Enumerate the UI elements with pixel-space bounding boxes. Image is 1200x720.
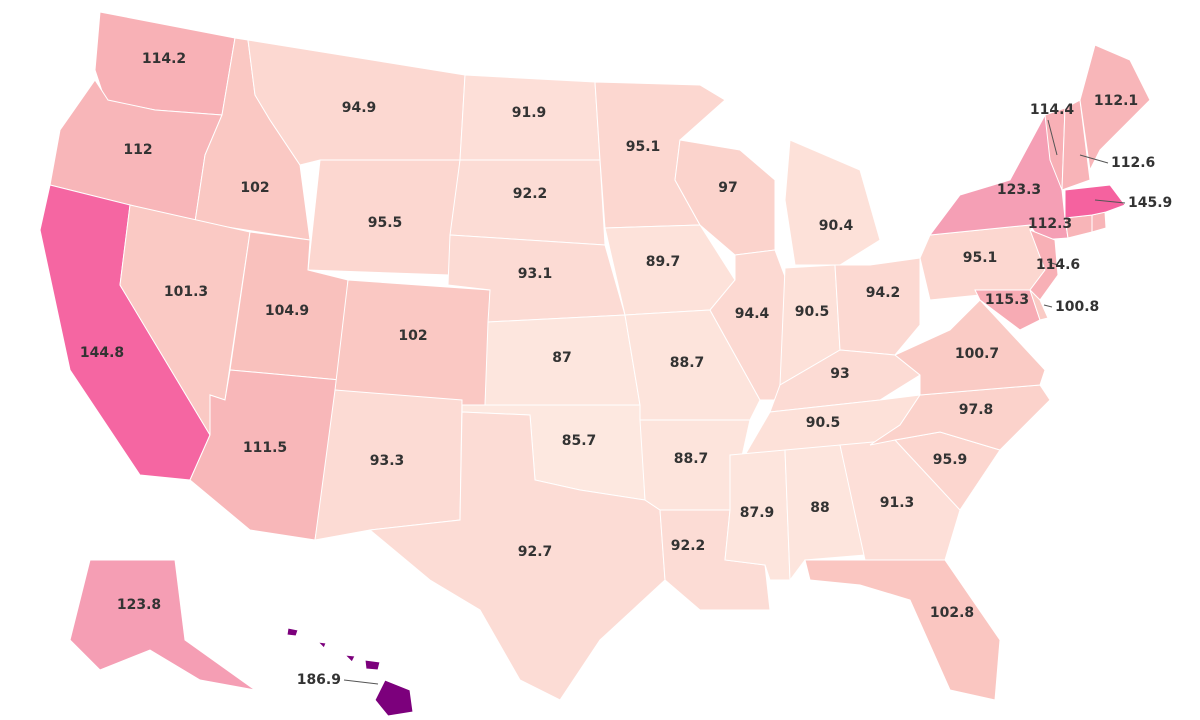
value-label: 123.8 xyxy=(117,597,161,613)
value-label: 93.3 xyxy=(370,453,405,469)
value-label: 94.4 xyxy=(735,306,770,322)
value-label: 95.1 xyxy=(963,250,998,266)
value-label: 112 xyxy=(123,142,152,158)
leader-line xyxy=(1043,304,1053,308)
value-label: 123.3 xyxy=(997,182,1041,198)
value-label: 93 xyxy=(830,366,849,382)
value-label: 111.5 xyxy=(243,440,287,456)
value-label: 91.3 xyxy=(880,495,915,511)
region xyxy=(69,559,256,691)
region xyxy=(709,249,791,401)
region xyxy=(974,289,1041,331)
value-label: 102 xyxy=(398,328,427,344)
value-label: 186.9 xyxy=(297,672,341,688)
value-label: 90.5 xyxy=(806,415,841,431)
value-label: 100.7 xyxy=(955,346,999,362)
value-label: 88.7 xyxy=(674,451,709,467)
value-label: 90.5 xyxy=(795,304,830,320)
value-label: 112.6 xyxy=(1111,155,1155,171)
leader-line xyxy=(343,679,379,685)
leader-line xyxy=(1079,154,1109,164)
region xyxy=(1061,99,1091,191)
region xyxy=(449,159,606,246)
value-label: 104.9 xyxy=(265,303,309,319)
value-label: 95.9 xyxy=(933,452,968,468)
value-label: 114.4 xyxy=(1030,102,1075,118)
region xyxy=(784,444,866,582)
region xyxy=(784,139,881,266)
region xyxy=(1029,289,1049,321)
value-label: 97.8 xyxy=(959,402,994,418)
value-label: 115.3 xyxy=(985,292,1029,308)
value-label: 90.4 xyxy=(819,218,854,234)
value-label: 114.2 xyxy=(142,51,186,67)
region xyxy=(316,641,327,649)
value-label: 93.1 xyxy=(518,266,553,282)
value-label: 92.2 xyxy=(513,186,548,202)
leader-line xyxy=(1094,199,1126,204)
value-label: 102 xyxy=(240,180,269,196)
region xyxy=(894,299,1046,396)
value-label: 92.2 xyxy=(671,538,706,554)
region xyxy=(834,257,921,356)
value-label: 101.3 xyxy=(164,284,208,300)
labels: 114.2 112 144.8 102 101.3 94.9 95.5 104.9 111.5 1… xyxy=(80,51,1172,688)
region xyxy=(364,659,381,671)
region xyxy=(286,627,299,637)
leader-line xyxy=(1047,261,1059,266)
regions xyxy=(39,11,1151,717)
value-label: 95.1 xyxy=(626,139,661,155)
region xyxy=(1079,44,1151,172)
value-label: 100.8 xyxy=(1055,299,1099,315)
value-label: 95.5 xyxy=(368,215,403,231)
value-label: 112.3 xyxy=(1028,216,1072,232)
value-label: 92.7 xyxy=(518,544,553,560)
value-label: 88 xyxy=(810,500,829,516)
value-label: 87.9 xyxy=(740,505,775,521)
region xyxy=(869,384,1051,451)
value-label: 144.8 xyxy=(80,345,124,361)
value-label: 94.2 xyxy=(866,285,901,301)
value-label: 85.7 xyxy=(562,433,597,449)
value-label: 114.6 xyxy=(1036,257,1080,273)
region xyxy=(804,559,1001,701)
region xyxy=(368,411,666,701)
value-label: 91.9 xyxy=(512,105,547,121)
region xyxy=(334,279,491,411)
value-label: 88.7 xyxy=(670,355,705,371)
value-label: 145.9 xyxy=(1128,195,1172,211)
value-label: 97 xyxy=(718,180,737,196)
value-label: 87 xyxy=(552,350,571,366)
value-label: 102.8 xyxy=(930,605,974,621)
region xyxy=(343,654,356,663)
value-label: 89.7 xyxy=(646,254,681,270)
value-label: 112.1 xyxy=(1094,93,1138,109)
region xyxy=(1064,184,1126,219)
region xyxy=(374,679,414,717)
leader-line xyxy=(1047,119,1058,156)
value-label: 94.9 xyxy=(342,100,377,116)
